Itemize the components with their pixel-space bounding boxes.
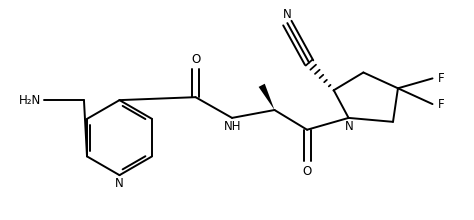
Text: F: F: [438, 72, 445, 85]
Polygon shape: [259, 84, 274, 110]
Text: N: N: [345, 120, 354, 133]
Text: H₂N: H₂N: [19, 94, 42, 107]
Text: O: O: [191, 53, 200, 66]
Text: F: F: [438, 98, 445, 111]
Text: N: N: [283, 8, 292, 21]
Text: NH: NH: [224, 120, 242, 133]
Text: O: O: [302, 165, 312, 178]
Text: N: N: [115, 177, 124, 190]
